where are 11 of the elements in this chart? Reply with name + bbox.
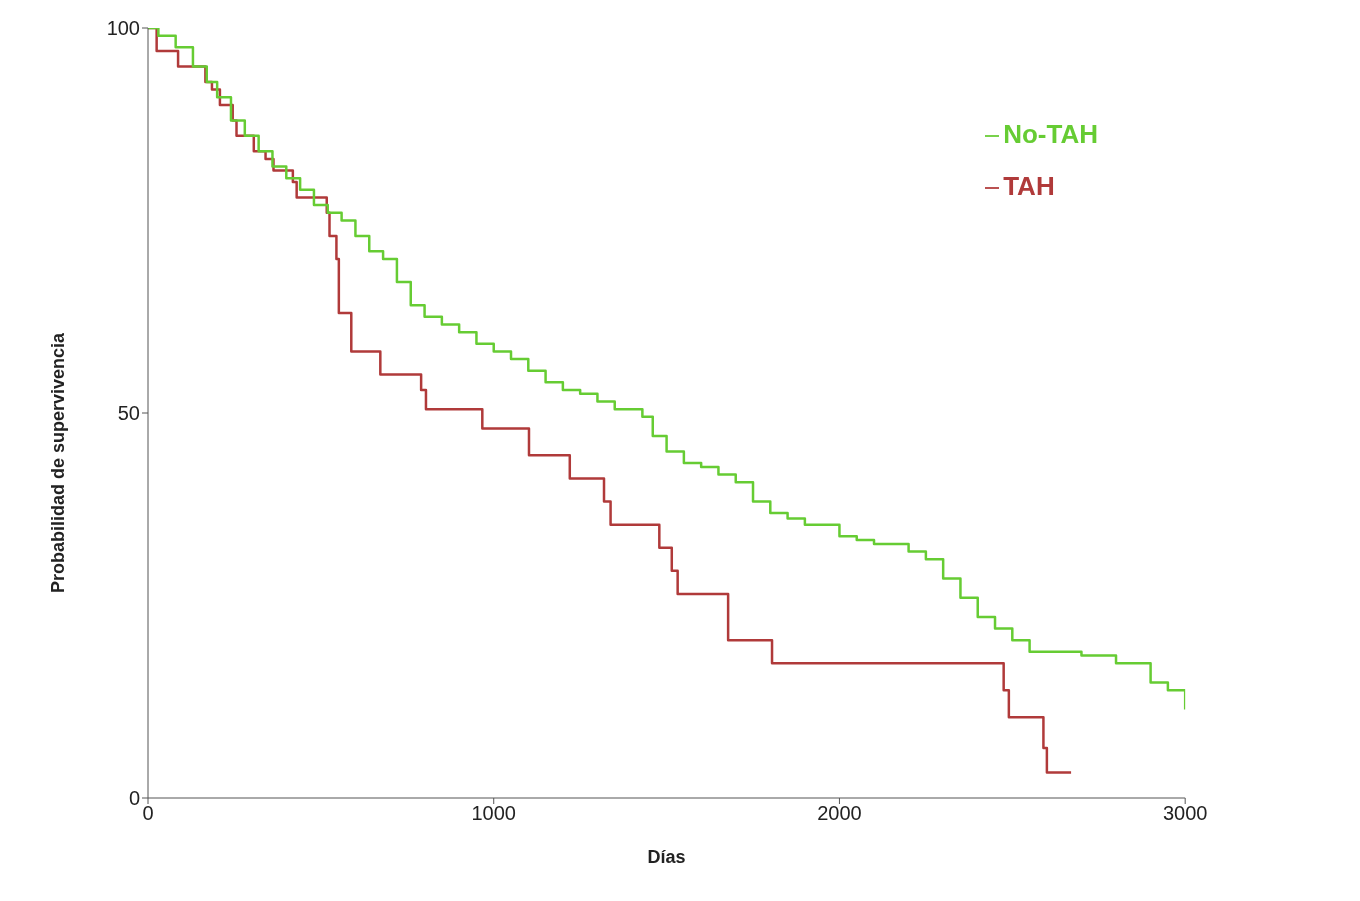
y-tick-label: 50 — [117, 402, 140, 425]
legend-label: No-TAH — [1003, 119, 1098, 149]
x-tick-label: 0 — [142, 802, 154, 825]
legend-label: TAH — [1003, 171, 1055, 201]
y-tick-label: 0 — [128, 787, 140, 810]
x-axis-title: Días — [647, 847, 686, 867]
x-tick-label: 3000 — [1162, 802, 1208, 825]
y-tick-label: 100 — [106, 17, 140, 40]
y-axis-title: Probabilidad de supervivencia — [48, 331, 69, 593]
x-tick-label: 2000 — [817, 802, 862, 825]
x-tick-label: 1000 — [471, 802, 516, 825]
